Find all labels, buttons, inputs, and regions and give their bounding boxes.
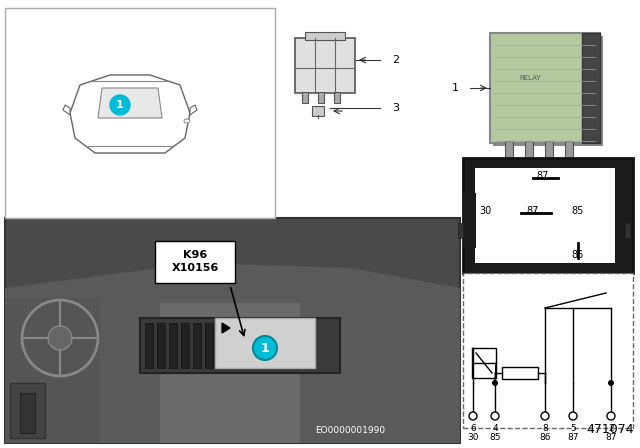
Bar	[463, 193, 476, 248]
Ellipse shape	[184, 119, 190, 123]
Bar	[215, 318, 315, 368]
Text: RELAY: RELAY	[519, 75, 541, 81]
Bar	[565, 141, 573, 163]
Bar	[295, 38, 355, 93]
Text: 5: 5	[570, 423, 576, 432]
Text: 30: 30	[467, 432, 479, 441]
Bar	[5, 218, 460, 443]
Text: EO0000001990: EO0000001990	[315, 426, 385, 435]
Text: 6: 6	[470, 423, 476, 432]
Text: 87: 87	[527, 206, 539, 216]
Bar	[493, 36, 603, 146]
Circle shape	[110, 95, 130, 115]
Circle shape	[492, 380, 498, 386]
Bar	[625, 223, 630, 238]
Bar	[302, 92, 308, 103]
Bar	[545, 141, 553, 163]
Text: 1: 1	[116, 100, 124, 110]
Circle shape	[569, 412, 577, 420]
Bar	[5, 8, 275, 218]
Bar	[463, 158, 633, 273]
Text: 87: 87	[605, 432, 617, 441]
Text: 3: 3	[392, 103, 399, 113]
Circle shape	[253, 336, 277, 360]
Text: 1: 1	[451, 83, 458, 93]
Text: 87: 87	[567, 432, 579, 441]
Text: 87: 87	[537, 171, 549, 181]
Bar	[205, 323, 213, 368]
Polygon shape	[98, 88, 162, 118]
Bar	[472, 348, 496, 378]
Circle shape	[48, 326, 72, 350]
Text: X10156: X10156	[172, 263, 219, 273]
Bar	[305, 32, 345, 40]
Bar	[463, 273, 633, 428]
Polygon shape	[222, 323, 230, 333]
Polygon shape	[5, 298, 100, 443]
Polygon shape	[70, 75, 190, 153]
Bar	[157, 323, 165, 368]
Bar	[458, 223, 463, 238]
Text: 4: 4	[492, 423, 498, 432]
Text: K96: K96	[183, 250, 207, 260]
Text: 86: 86	[540, 432, 551, 441]
Bar	[502, 367, 538, 379]
Bar	[582, 33, 600, 143]
Text: 86: 86	[572, 250, 584, 260]
Bar	[490, 33, 600, 143]
Text: 1: 1	[260, 341, 269, 354]
Text: 85: 85	[572, 206, 584, 216]
Polygon shape	[63, 105, 70, 115]
Circle shape	[607, 412, 615, 420]
Text: 471074: 471074	[586, 423, 634, 436]
Bar	[155, 241, 235, 283]
Circle shape	[608, 380, 614, 386]
Text: 30: 30	[479, 206, 491, 216]
Bar	[505, 141, 513, 163]
Bar	[160, 303, 300, 443]
Text: 8: 8	[542, 423, 548, 432]
Text: 2: 2	[392, 55, 399, 65]
Bar	[140, 318, 340, 373]
Bar	[10, 383, 45, 438]
Polygon shape	[5, 263, 460, 443]
Bar	[334, 92, 340, 103]
Text: 2: 2	[608, 423, 614, 432]
Bar	[169, 323, 177, 368]
Circle shape	[541, 412, 549, 420]
Circle shape	[469, 412, 477, 420]
Bar	[181, 323, 189, 368]
Bar	[217, 323, 225, 368]
Bar	[20, 393, 35, 433]
Bar	[475, 168, 615, 263]
Bar	[525, 141, 533, 163]
Bar	[312, 106, 324, 116]
Bar	[145, 323, 153, 368]
Bar	[318, 92, 324, 103]
Bar	[229, 323, 237, 368]
Circle shape	[491, 412, 499, 420]
Polygon shape	[190, 105, 197, 115]
Text: 85: 85	[489, 432, 500, 441]
Bar	[193, 323, 201, 368]
